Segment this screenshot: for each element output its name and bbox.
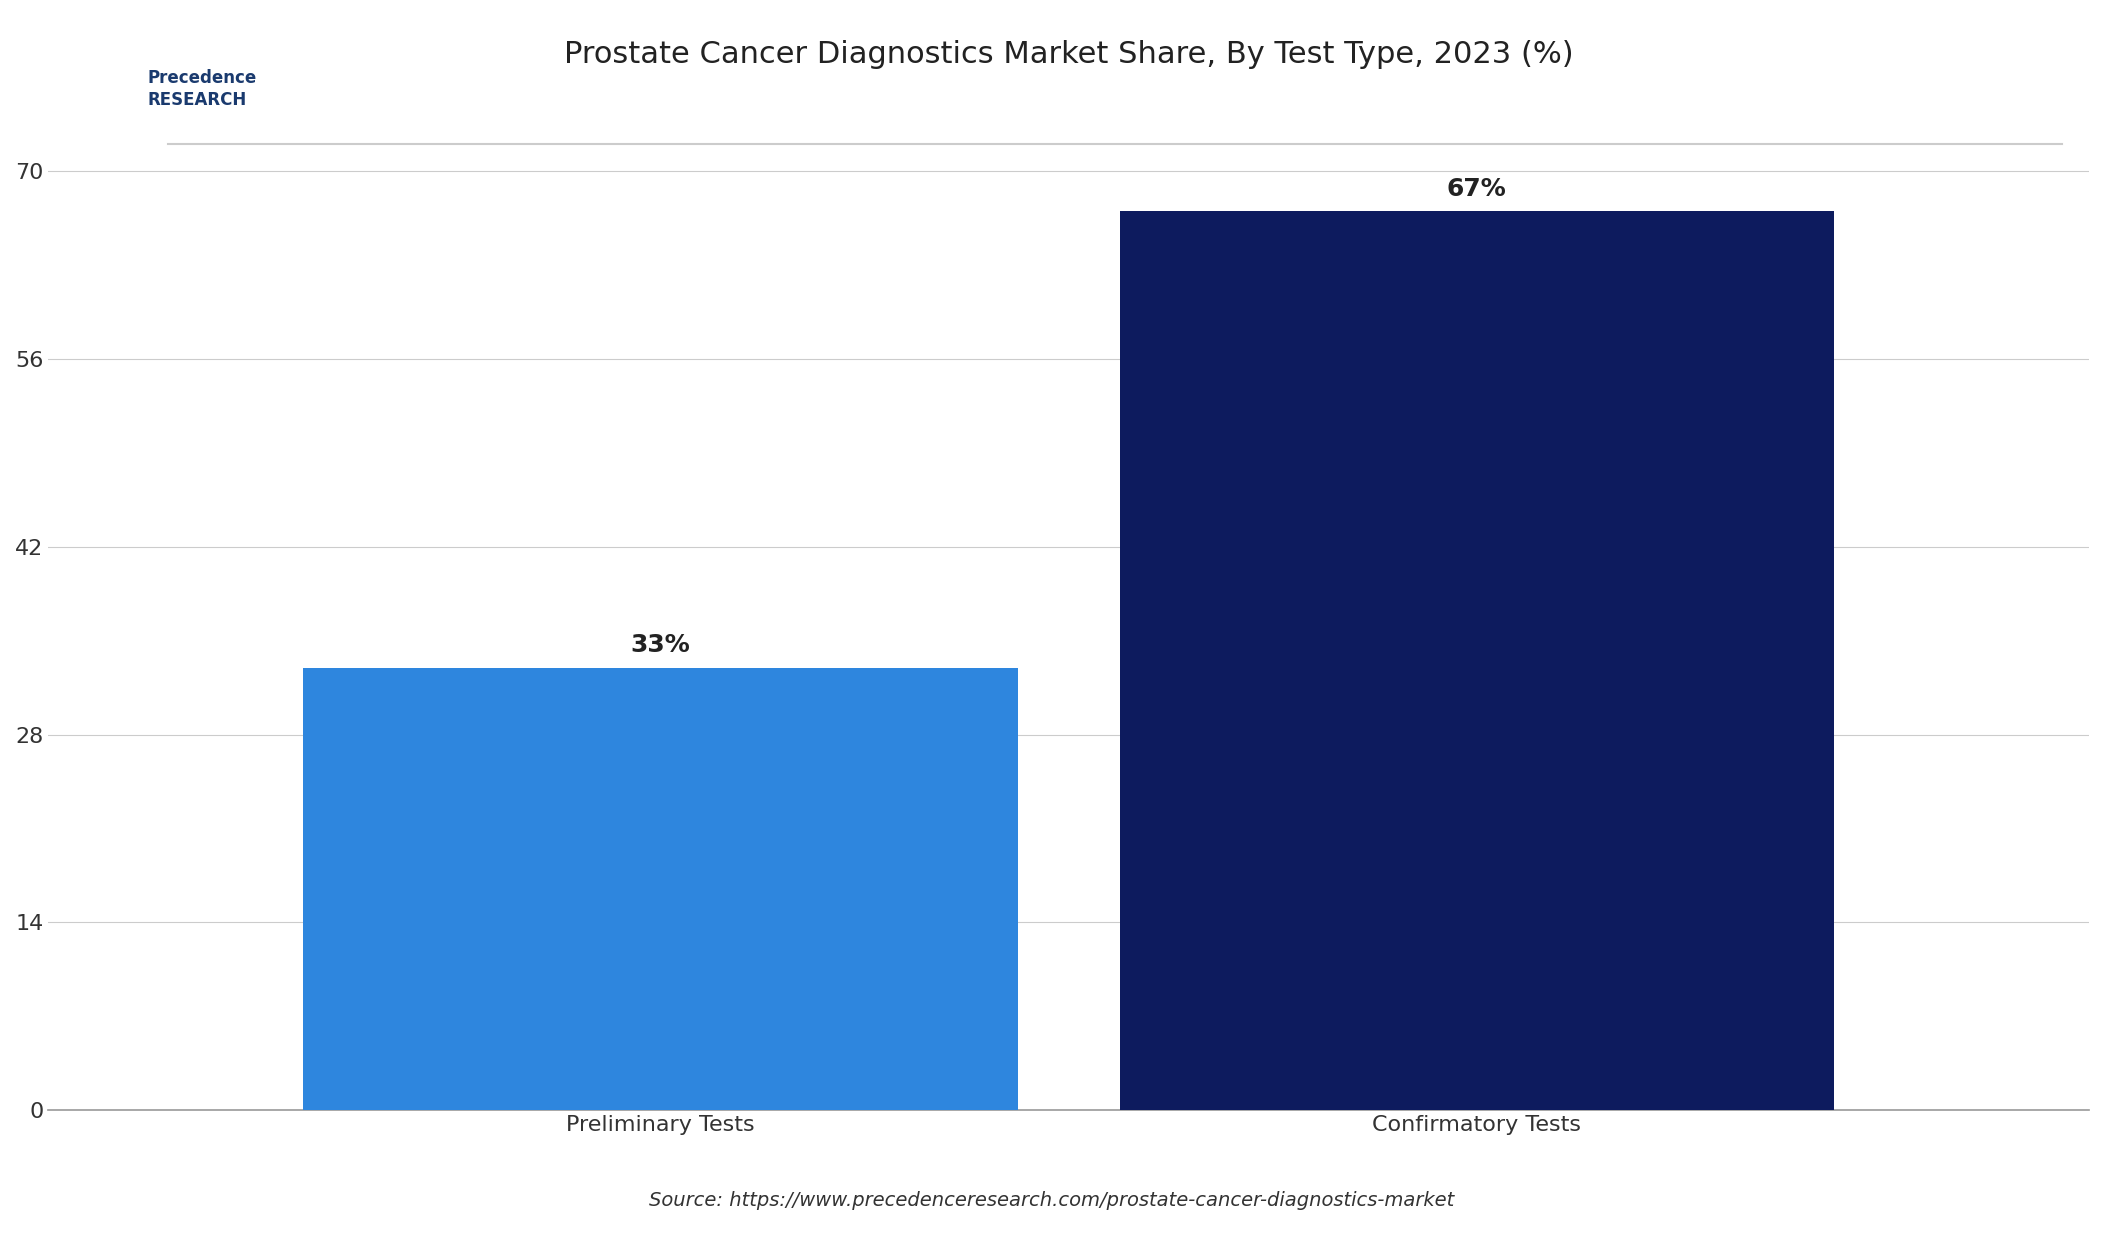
Bar: [303, 668, 1018, 1110]
Bar: [1119, 211, 1835, 1110]
Text: 33%: 33%: [631, 632, 690, 656]
Text: Source: https://www.precedenceresearch.com/prostate-cancer-diagnostics-market: Source: https://www.precedenceresearch.c…: [650, 1190, 1454, 1210]
Title: Prostate Cancer Diagnostics Market Share, By Test Type, 2023 (%): Prostate Cancer Diagnostics Market Share…: [564, 40, 1574, 69]
Text: Precedence
RESEARCH: Precedence RESEARCH: [147, 69, 257, 109]
Text: 67%: 67%: [1448, 176, 1506, 201]
